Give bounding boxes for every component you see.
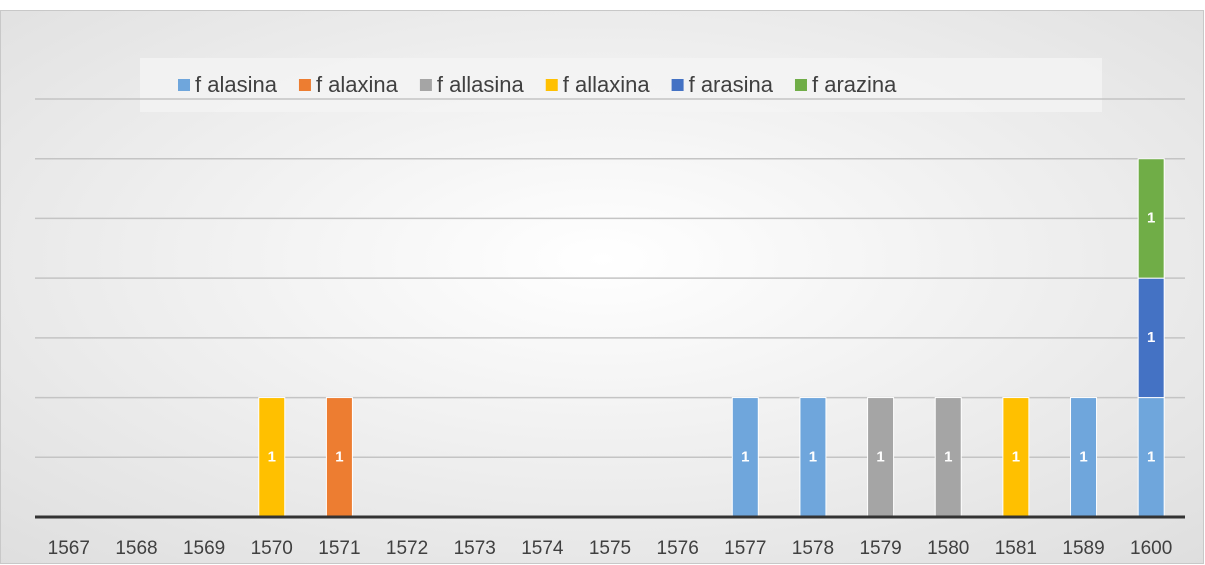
bar xyxy=(1137,397,1165,518)
legend-swatch xyxy=(545,79,558,91)
legend-label: f arasina xyxy=(689,72,774,97)
legend-swatch xyxy=(298,79,311,91)
bar xyxy=(1137,277,1165,399)
bar xyxy=(799,397,827,518)
data-label: 1 xyxy=(809,448,817,465)
x-tick-label: 1570 xyxy=(251,538,293,559)
data-label: 1 xyxy=(335,448,343,465)
legend-label: f alasina xyxy=(195,72,278,97)
x-tick-label: 1574 xyxy=(521,538,564,559)
data-label: 1 xyxy=(876,448,884,465)
legend-swatch xyxy=(671,79,684,91)
data-label: 1 xyxy=(268,448,276,465)
x-tick-label: 1577 xyxy=(724,538,766,559)
x-tick-label: 1579 xyxy=(859,538,901,559)
x-tick-label: 1580 xyxy=(927,538,969,559)
bar xyxy=(258,397,286,518)
data-label: 1 xyxy=(1147,209,1155,226)
x-tick-label: 1578 xyxy=(792,538,834,559)
bar xyxy=(867,397,895,518)
legend-label: f allasina xyxy=(437,72,525,97)
x-tick-label: 1572 xyxy=(386,538,428,559)
bar xyxy=(731,397,759,518)
x-tick-label: 1575 xyxy=(589,538,631,559)
legend-label: f allaxina xyxy=(563,72,651,97)
data-label: 1 xyxy=(1147,448,1155,465)
legend-label: f alaxina xyxy=(316,72,399,97)
legend-swatch xyxy=(419,79,432,91)
x-tick-label: 1568 xyxy=(115,538,157,559)
x-tick-label: 1571 xyxy=(318,538,360,559)
data-label: 1 xyxy=(944,448,952,465)
legend-swatch xyxy=(178,79,190,91)
x-tick-label: 1569 xyxy=(183,538,225,559)
legend-swatch xyxy=(794,79,807,91)
data-label: 1 xyxy=(1079,448,1087,465)
bar xyxy=(325,397,353,518)
x-tick-label: 1589 xyxy=(1062,538,1104,559)
bar xyxy=(934,397,962,518)
x-tick-label: 1581 xyxy=(995,538,1037,559)
data-label: 1 xyxy=(1012,448,1020,465)
bar xyxy=(1070,397,1098,518)
x-tick-label: 1567 xyxy=(48,538,90,559)
bar xyxy=(1137,158,1165,279)
legend-label: f arazina xyxy=(812,72,897,97)
data-label: 1 xyxy=(1147,329,1155,346)
data-label: 1 xyxy=(741,448,749,465)
x-tick-label: 1573 xyxy=(454,538,496,559)
x-tick-label: 1600 xyxy=(1130,538,1172,559)
bar xyxy=(1002,397,1030,518)
x-tick-label: 1576 xyxy=(657,538,699,559)
